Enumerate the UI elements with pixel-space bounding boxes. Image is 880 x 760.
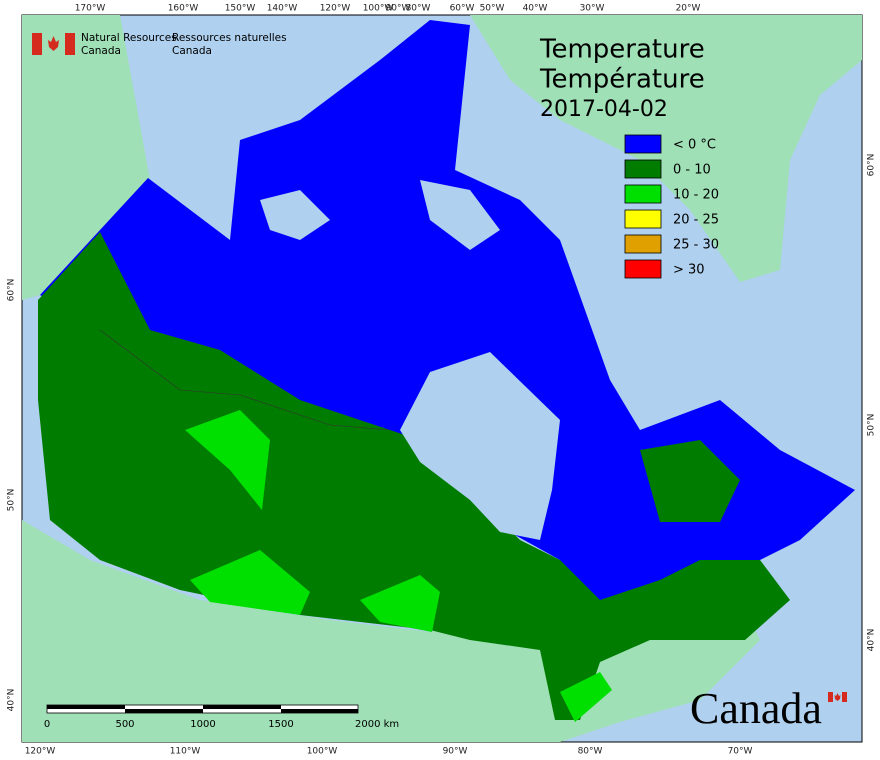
lon-label: 20°W: [676, 4, 701, 14]
lat-label: 40°N: [7, 689, 17, 712]
lon-label: 70°W: [728, 747, 753, 757]
lon-label: 110°W: [170, 747, 201, 757]
maple-leaf: [48, 36, 59, 51]
logo: Natural Resources Canada Ressources natu…: [32, 32, 287, 57]
lon-label: 80°W: [578, 747, 603, 757]
org-fr: Ressources naturelles: [172, 32, 287, 44]
scale-bar: 0 500 1000 1500 2000 km: [44, 704, 399, 730]
legend-label: < 0 °C: [673, 138, 716, 153]
arctic-channel: [420, 180, 500, 250]
scale-label: 2000 km: [355, 719, 399, 730]
scale-segment: [203, 705, 281, 709]
org-en: Canada: [81, 45, 121, 57]
title-fr: Température: [539, 65, 705, 95]
warm-patch: [185, 410, 270, 510]
legend-label: > 30: [673, 263, 705, 278]
graticule-labels: 170°W 160°W 150°W 140°W 120°W 100°W90°W80°W 60…: [7, 4, 877, 757]
maple-leaf: [834, 693, 841, 701]
lon-label: 100°W: [307, 747, 338, 757]
legend-label: 20 - 25: [673, 213, 719, 228]
warm-patch: [560, 672, 612, 722]
wordmark: Canada: [690, 684, 847, 733]
alaska: [22, 15, 150, 300]
lon-label: 30°W: [580, 4, 605, 14]
lat-label: 60°N: [7, 279, 17, 302]
lat-label: 40°N: [867, 629, 877, 652]
arctic-channel: [260, 190, 330, 240]
flag-bar: [828, 692, 833, 702]
lon-label: 140°W: [267, 4, 298, 14]
flag-bar: [842, 692, 847, 702]
org-en: Natural Resources: [81, 32, 177, 44]
legend-swatch: [624, 159, 662, 179]
legend-swatch: [624, 184, 662, 204]
lon-label: 90°W: [443, 747, 468, 757]
lon-label: 60°W: [450, 4, 475, 14]
lat-label: 50°N: [7, 489, 17, 512]
greenland: [470, 15, 862, 282]
legend-swatch: [624, 234, 662, 254]
legend: < 0 °C 0 - 10 10 - 20 20 - 25 25 - 30 > 30: [624, 134, 719, 279]
scale-label: 0: [44, 719, 50, 730]
lon-label: 100°W: [363, 4, 394, 14]
lon-label: 170°W: [75, 4, 106, 14]
lon-label: 90°W: [386, 4, 411, 14]
flag-bar: [32, 33, 42, 55]
org-fr: Canada: [172, 45, 212, 57]
hudson-bay: [400, 352, 560, 540]
legend-swatch: [624, 209, 662, 229]
lon-label: 160°W: [168, 4, 199, 14]
lat-label: 60°N: [867, 154, 877, 177]
lon-label: 120°W: [25, 747, 56, 757]
scale-segment: [47, 705, 125, 709]
scale-segment: [125, 709, 203, 713]
lon-label: 50°W: [480, 4, 505, 14]
canada-wordmark: Canada: [690, 684, 822, 733]
flag-bar: [65, 33, 75, 55]
scale-label: 1000: [190, 719, 215, 730]
title-en: Temperature: [539, 35, 705, 65]
scale-label: 1500: [268, 719, 293, 730]
lat-label: 50°N: [867, 414, 877, 437]
scale-segment: [281, 709, 358, 713]
legend-label: 0 - 10: [673, 163, 711, 178]
scale-label: 500: [115, 719, 134, 730]
base-map: [22, 15, 862, 742]
lon-label: 40°W: [523, 4, 548, 14]
legend-swatch: [624, 259, 662, 279]
legend-label: 25 - 30: [673, 238, 719, 253]
legend-label: 10 - 20: [673, 188, 719, 203]
date: 2017-04-02: [540, 97, 668, 122]
lon-label: 80°W: [406, 4, 431, 14]
boundary: [99, 329, 391, 431]
warm-patch: [190, 550, 310, 615]
lon-label: 120°W: [320, 4, 351, 14]
quebec-mild: [640, 440, 740, 522]
lon-label: 150°W: [225, 4, 256, 14]
legend-swatch: [624, 134, 662, 154]
warm-patch: [360, 575, 440, 632]
